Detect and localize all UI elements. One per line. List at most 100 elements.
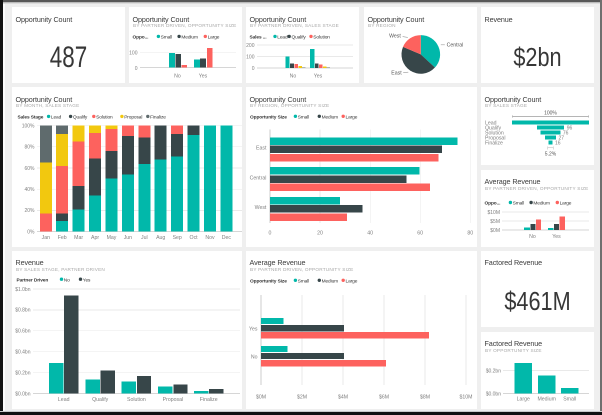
svg-text:100%: 100% [544,111,557,117]
svg-text:Medium: Medium [181,35,198,41]
svg-text:$5M: $5M [490,218,500,224]
svg-text:Apr: Apr [91,235,99,241]
svg-text:Proposal: Proposal [485,136,505,142]
svg-text:Large: Large [208,35,220,41]
svg-text:Finalize: Finalize [485,141,503,147]
svg-text:Medium: Medium [322,115,339,121]
svg-text:Medium: Medium [537,396,555,402]
svg-text:Medium: Medium [322,278,339,284]
svg-text:$0.8bn: $0.8bn [15,307,31,313]
svg-text:Qualify: Qualify [73,115,88,121]
svg-text:Yes: Yes [83,277,91,283]
svg-text:Large: Large [346,278,358,284]
svg-text:20%: 20% [24,208,35,214]
svg-text:Jan: Jan [42,235,50,241]
svg-text:$10M: $10M [460,394,473,400]
svg-text:Small: Small [298,115,310,121]
svg-text:No: No [529,233,536,239]
svg-text:$0.0bn: $0.0bn [15,391,31,397]
svg-text:Yes: Yes [199,73,208,79]
svg-text:East: East [256,146,267,152]
svg-text:$2M: $2M [297,394,307,400]
svg-text:Medium: Medium [533,200,550,206]
svg-text:$0.6bn: $0.6bn [15,328,31,334]
svg-text:80%: 80% [24,145,35,151]
svg-text:Oppo...: Oppo... [485,200,501,206]
svg-text:No: No [174,73,181,79]
svg-text:Jul: Jul [141,235,148,241]
svg-text:Oct: Oct [190,235,199,241]
svg-text:No: No [290,73,297,79]
svg-text:20: 20 [317,230,323,236]
svg-text:Feb: Feb [58,235,67,241]
svg-text:Nov: Nov [205,235,215,241]
svg-text:Small: Small [298,278,310,284]
svg-text:Aug: Aug [156,235,165,241]
svg-text:Finalize: Finalize [200,397,218,403]
svg-text:$0.4bn: $0.4bn [15,349,31,355]
svg-text:Qualify: Qualify [485,126,502,132]
svg-text:80: 80 [467,230,473,236]
svg-text:Central: Central [250,176,267,182]
svg-text:Sales Stage: Sales Stage [18,115,44,121]
svg-text:Large: Large [346,115,358,121]
svg-text:60%: 60% [24,166,35,172]
svg-text:May: May [107,235,117,241]
svg-text:No: No [64,277,70,283]
svg-text:Lead: Lead [58,397,70,403]
svg-text:$0.2bn: $0.2bn [486,368,502,374]
svg-text:Yes: Yes [552,233,561,239]
svg-text:Sales ...: Sales ... [250,35,267,41]
svg-text:40: 40 [367,230,373,236]
svg-text:Proposal: Proposal [163,397,183,403]
svg-text:96: 96 [567,126,573,132]
svg-text:Opportunity Size: Opportunity Size [250,115,287,121]
svg-text:Qualify: Qualify [292,35,307,41]
svg-text:$0M: $0M [490,227,500,233]
svg-text:No: No [251,354,258,360]
svg-text:West: West [255,205,267,211]
svg-text:$8M: $8M [420,394,430,400]
svg-text:Central: Central [447,43,464,49]
svg-text:Solution: Solution [485,131,504,137]
svg-text:Large: Large [517,396,530,402]
svg-text:Dec: Dec [222,235,232,241]
svg-text:200: 200 [246,43,255,49]
svg-text:60: 60 [417,230,423,236]
svg-text:Opportunity Size: Opportunity Size [250,278,287,284]
svg-text:Solution: Solution [127,397,146,403]
svg-text:0: 0 [135,66,138,72]
svg-text:$4M: $4M [338,394,348,400]
svg-text:100: 100 [129,50,138,56]
svg-text:16: 16 [555,141,561,147]
svg-text:$6M: $6M [379,394,389,400]
svg-text:Qualify: Qualify [92,397,109,403]
svg-text:Solution: Solution [313,35,330,41]
svg-text:Lead: Lead [51,115,62,121]
svg-text:$0.0bn: $0.0bn [486,391,502,397]
svg-text:East: East [391,70,402,76]
svg-text:Proposal: Proposal [124,115,142,121]
svg-text:Small: Small [161,35,173,41]
svg-text:100%: 100% [22,123,35,129]
svg-text:Small: Small [563,396,576,402]
svg-text:0: 0 [268,230,271,236]
svg-text:Finalize: Finalize [150,115,166,121]
svg-text:Oppo...: Oppo... [133,35,149,41]
svg-text:Partner Driven: Partner Driven [17,277,49,283]
svg-text:$0.2bn: $0.2bn [15,370,31,376]
svg-text:0: 0 [252,66,255,72]
svg-text:Mar: Mar [74,235,83,241]
svg-text:Yes: Yes [314,73,323,79]
svg-text:5.2%: 5.2% [545,151,557,157]
svg-text:Sep: Sep [173,235,182,241]
svg-text:$0M: $0M [256,394,266,400]
svg-text:40%: 40% [24,187,35,193]
svg-text:Lead: Lead [277,35,288,41]
svg-text:100: 100 [246,54,255,60]
svg-text:76: 76 [563,131,569,137]
svg-text:West: West [389,34,401,40]
svg-text:Solution: Solution [96,115,113,121]
svg-text:27: 27 [559,136,565,142]
svg-text:Large: Large [560,200,572,206]
